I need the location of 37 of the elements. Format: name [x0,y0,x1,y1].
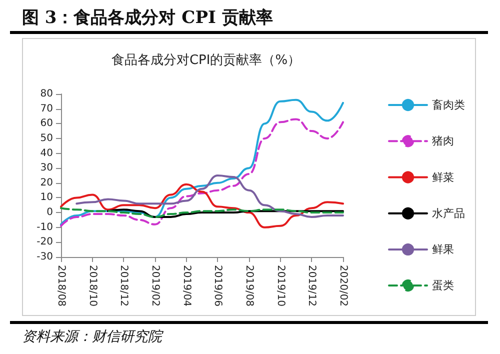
legend-label: 鲜菜 [432,170,454,184]
line-series [60,183,344,228]
text: 资料来源：财信研究院 [22,328,162,346]
y-tick-label: -20 [36,236,53,248]
x-tick-label: 2018/10 [86,265,98,307]
legend-label: 畜肉类 [432,98,465,112]
y-tick-label: 70 [40,103,53,114]
x-tick-label: 2019/08 [244,265,254,307]
y-tick-label: 50 [40,132,53,144]
line-series [107,208,344,218]
chart-subtitle: 食品各成分对CPI的贡献率（%） [111,52,301,68]
line-series [60,207,344,218]
legend-label: 猪肉 [432,134,454,148]
x-tick-label: 2020/02 [338,265,348,307]
y-tick-label: 80 [40,88,53,100]
x-tick-label: 2019/10 [274,265,286,307]
x-tick-label: 2019/06 [212,265,224,307]
x-tick-label: 2018/08 [56,265,66,307]
y-tick-label: 40 [40,148,53,159]
y-tick-label: 30 [40,162,53,174]
y-tick-label: -10 [36,222,53,233]
y-tick-label: -30 [36,252,53,262]
x-tick-label: 2019/12 [306,265,318,307]
x-tick-label: 2019/02 [150,265,160,307]
y-tick-label: 10 [40,192,53,204]
legend-label: 水产品 [432,206,465,220]
y-tick-label: 60 [40,118,53,130]
legend-label: 蛋类 [432,279,454,292]
y-tick-label: 0 [46,207,53,218]
legend-label: 鲜果 [432,242,454,256]
line-series [60,98,344,226]
x-tick-label: 2018/12 [118,265,130,307]
line-series [76,174,344,218]
y-tick-label: 20 [40,177,53,188]
x-tick-label: 2019/04 [180,265,192,307]
line-series [60,118,344,227]
chart-title: 图 3：食品各成分对 CPI 贡献率 [22,7,273,29]
